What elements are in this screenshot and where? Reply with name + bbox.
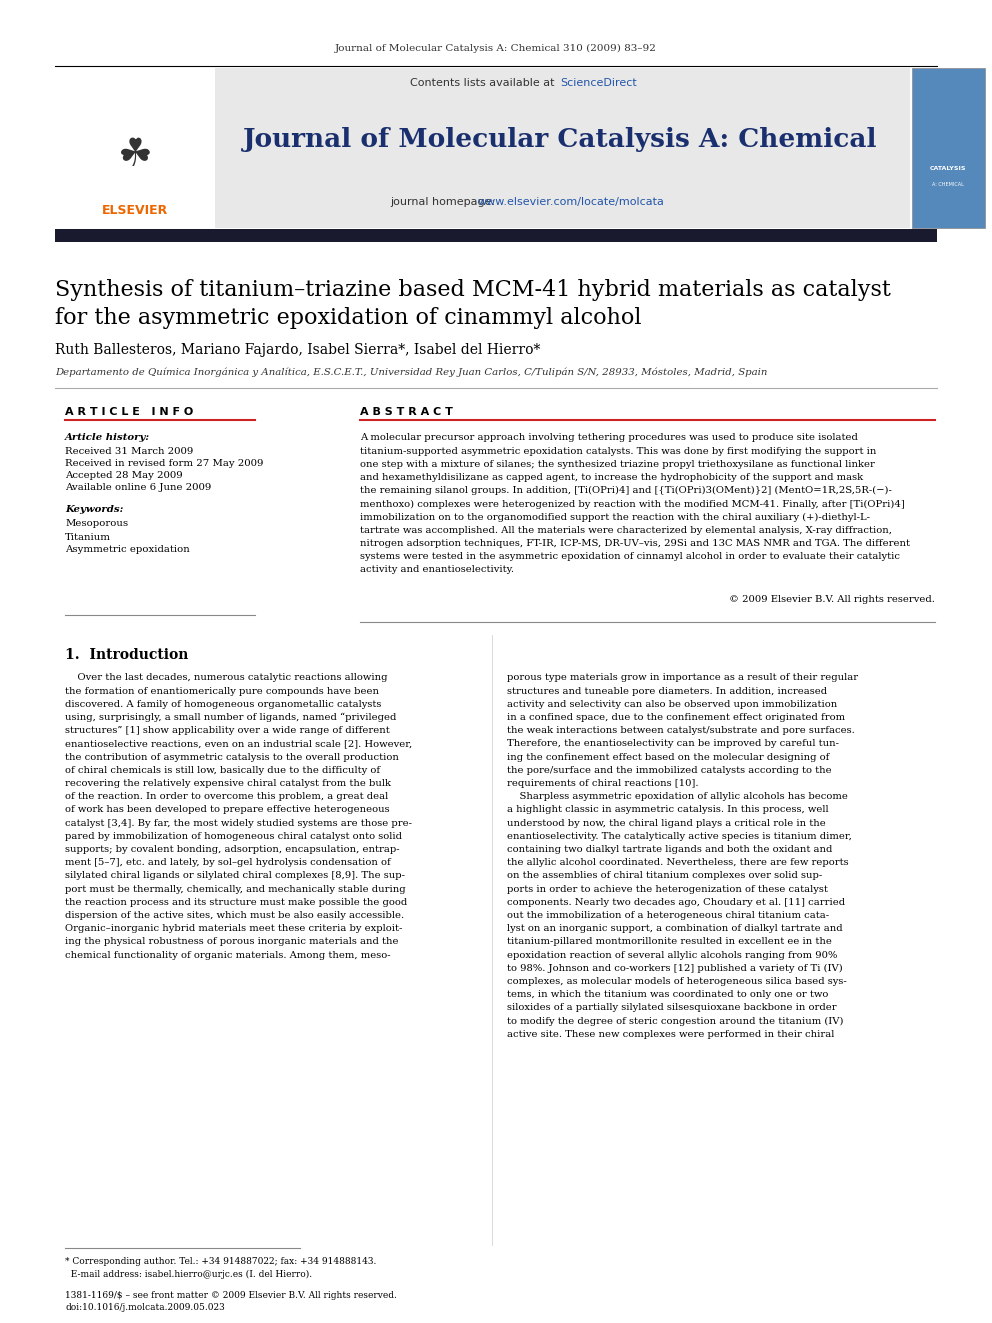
Text: titanium-supported asymmetric epoxidation catalysts. This was done by first modi: titanium-supported asymmetric epoxidatio… [360, 447, 876, 455]
Text: A B S T R A C T: A B S T R A C T [360, 407, 453, 417]
Text: of the reaction. In order to overcome this problem, a great deal: of the reaction. In order to overcome th… [65, 792, 388, 802]
Text: chemical functionality of organic materials. Among them, meso-: chemical functionality of organic materi… [65, 951, 391, 959]
Text: A: CHEMICAL: A: CHEMICAL [932, 183, 964, 188]
Text: Organic–inorganic hybrid materials meet these criteria by exploit-: Organic–inorganic hybrid materials meet … [65, 925, 403, 933]
Text: ing the confinement effect based on the molecular designing of: ing the confinement effect based on the … [507, 753, 829, 762]
Text: ELSEVIER: ELSEVIER [102, 204, 168, 217]
Text: ☘: ☘ [118, 136, 153, 175]
Text: activity and selectivity can also be observed upon immobilization: activity and selectivity can also be obs… [507, 700, 837, 709]
Text: in a confined space, due to the confinement effect originated from: in a confined space, due to the confinem… [507, 713, 845, 722]
Text: enantioselective reactions, even on an industrial scale [2]. However,: enantioselective reactions, even on an i… [65, 740, 413, 749]
Text: the reaction process and its structure must make possible the good: the reaction process and its structure m… [65, 898, 408, 906]
Text: Available online 6 June 2009: Available online 6 June 2009 [65, 483, 211, 492]
Text: silylated chiral ligands or silylated chiral complexes [8,9]. The sup-: silylated chiral ligands or silylated ch… [65, 872, 405, 881]
Text: lyst on an inorganic support, a combination of dialkyl tartrate and: lyst on an inorganic support, a combinat… [507, 925, 842, 933]
Text: discovered. A family of homogeneous organometallic catalysts: discovered. A family of homogeneous orga… [65, 700, 381, 709]
Text: using, surprisingly, a small number of ligands, named “privileged: using, surprisingly, a small number of l… [65, 713, 397, 722]
Bar [912, 67, 985, 228]
Text: Received 31 March 2009: Received 31 March 2009 [65, 447, 193, 456]
Text: on the assemblies of chiral titanium complexes over solid sup-: on the assemblies of chiral titanium com… [507, 872, 822, 881]
Text: ports in order to achieve the heterogenization of these catalyst: ports in order to achieve the heterogeni… [507, 885, 828, 894]
Text: structures” [1] show applicability over a wide range of different: structures” [1] show applicability over … [65, 726, 390, 736]
Text: tartrate was accomplished. All the materials were characterized by elemental ana: tartrate was accomplished. All the mater… [360, 527, 892, 534]
Text: a highlight classic in asymmetric catalysis. In this process, well: a highlight classic in asymmetric cataly… [507, 806, 828, 815]
Text: activity and enantioselectivity.: activity and enantioselectivity. [360, 565, 514, 574]
Text: enantioselectivity. The catalytically active species is titanium dimer,: enantioselectivity. The catalytically ac… [507, 832, 852, 841]
Text: Ruth Ballesteros, Mariano Fajardo, Isabel Sierra*, Isabel del Hierro*: Ruth Ballesteros, Mariano Fajardo, Isabe… [55, 343, 541, 357]
Text: for the asymmetric epoxidation of cinammyl alcohol: for the asymmetric epoxidation of cinamm… [55, 307, 642, 329]
Text: Accepted 28 May 2009: Accepted 28 May 2009 [65, 471, 183, 480]
Text: © 2009 Elsevier B.V. All rights reserved.: © 2009 Elsevier B.V. All rights reserved… [729, 595, 935, 605]
Text: CATALYSIS: CATALYSIS [930, 165, 966, 171]
Text: 1.  Introduction: 1. Introduction [65, 648, 188, 662]
Text: dispersion of the active sites, which must be also easily accessible.: dispersion of the active sites, which mu… [65, 912, 404, 919]
Text: journal homepage:: journal homepage: [390, 197, 499, 206]
Text: Over the last decades, numerous catalytic reactions allowing: Over the last decades, numerous catalyti… [65, 673, 388, 683]
Text: Article history:: Article history: [65, 434, 150, 442]
Text: the remaining silanol groups. In addition, [Ti(OPri)4] and [{Ti(OPri)3(OMent)}2]: the remaining silanol groups. In additio… [360, 487, 892, 495]
Text: of chiral chemicals is still low, basically due to the difficulty of: of chiral chemicals is still low, basica… [65, 766, 380, 775]
Text: menthoxo) complexes were heterogenized by reaction with the modified MCM-41. Fin: menthoxo) complexes were heterogenized b… [360, 500, 905, 508]
Text: of work has been developed to prepare effective heterogeneous: of work has been developed to prepare ef… [65, 806, 390, 815]
Text: nitrogen adsorption techniques, FT-IR, ICP-MS, DR-UV–vis, 29Si and 13C MAS NMR a: nitrogen adsorption techniques, FT-IR, I… [360, 538, 910, 548]
Text: Departamento de Química Inorgánica y Analítica, E.S.C.E.T., Universidad Rey Juan: Departamento de Química Inorgánica y Ana… [55, 368, 768, 377]
Text: structures and tuneable pore diameters. In addition, increased: structures and tuneable pore diameters. … [507, 687, 827, 696]
Text: A R T I C L E   I N F O: A R T I C L E I N F O [65, 407, 193, 417]
Text: ScienceDirect: ScienceDirect [560, 78, 637, 89]
Text: catalyst [3,4]. By far, the most widely studied systems are those pre-: catalyst [3,4]. By far, the most widely … [65, 819, 412, 828]
Text: components. Nearly two decades ago, Choudary et al. [11] carried: components. Nearly two decades ago, Chou… [507, 898, 845, 906]
Text: Therefore, the enantioselectivity can be improved by careful tun-: Therefore, the enantioselectivity can be… [507, 740, 839, 749]
Text: * Corresponding author. Tel.: +34 914887022; fax: +34 914888143.: * Corresponding author. Tel.: +34 914887… [65, 1257, 376, 1266]
Text: titanium-pillared montmorillonite resulted in excellent ee in the: titanium-pillared montmorillonite result… [507, 938, 832, 946]
Text: requirements of chiral reactions [10].: requirements of chiral reactions [10]. [507, 779, 698, 789]
Text: Received in revised form 27 May 2009: Received in revised form 27 May 2009 [65, 459, 263, 468]
Text: ment [5–7], etc. and lately, by sol–gel hydrolysis condensation of: ment [5–7], etc. and lately, by sol–gel … [65, 859, 391, 868]
Text: Journal of Molecular Catalysis A: Chemical: Journal of Molecular Catalysis A: Chemic… [243, 127, 877, 152]
Text: one step with a mixture of silanes; the synthesized triazine propyl triethoxysil: one step with a mixture of silanes; the … [360, 460, 875, 468]
Text: complexes, as molecular models of heterogeneous silica based sys-: complexes, as molecular models of hetero… [507, 978, 847, 986]
Text: containing two dialkyl tartrate ligands and both the oxidant and: containing two dialkyl tartrate ligands … [507, 845, 832, 855]
Text: active site. These new complexes were performed in their chiral: active site. These new complexes were pe… [507, 1029, 834, 1039]
Text: siloxides of a partially silylated silsesquioxane backbone in order: siloxides of a partially silylated silse… [507, 1004, 836, 1012]
Text: supports; by covalent bonding, adsorption, encapsulation, entrap-: supports; by covalent bonding, adsorptio… [65, 845, 400, 855]
Text: the pore/surface and the immobilized catalysts according to the: the pore/surface and the immobilized cat… [507, 766, 831, 775]
Text: E-mail address: isabel.hierro@urjc.es (I. del Hierro).: E-mail address: isabel.hierro@urjc.es (I… [65, 1270, 312, 1278]
Text: Titanium: Titanium [65, 532, 111, 541]
Text: Journal of Molecular Catalysis A: Chemical 310 (2009) 83–92: Journal of Molecular Catalysis A: Chemic… [335, 44, 657, 53]
Bar [55, 229, 937, 242]
Text: pared by immobilization of homogeneous chiral catalyst onto solid: pared by immobilization of homogeneous c… [65, 832, 402, 841]
Text: out the immobilization of a heterogeneous chiral titanium cata-: out the immobilization of a heterogeneou… [507, 912, 829, 919]
Text: to 98%. Johnson and co-workers [12] published a variety of Ti (IV): to 98%. Johnson and co-workers [12] publ… [507, 964, 843, 972]
Text: ing the physical robustness of porous inorganic materials and the: ing the physical robustness of porous in… [65, 938, 399, 946]
Text: doi:10.1016/j.molcata.2009.05.023: doi:10.1016/j.molcata.2009.05.023 [65, 1303, 225, 1312]
Text: porous type materials grow in importance as a result of their regular: porous type materials grow in importance… [507, 673, 858, 683]
Text: the formation of enantiomerically pure compounds have been: the formation of enantiomerically pure c… [65, 687, 379, 696]
Text: systems were tested in the asymmetric epoxidation of cinnamyl alcohol in order t: systems were tested in the asymmetric ep… [360, 552, 900, 561]
Text: understood by now, the chiral ligand plays a critical role in the: understood by now, the chiral ligand pla… [507, 819, 825, 828]
Text: epoxidation reaction of several allylic alcohols ranging from 90%: epoxidation reaction of several allylic … [507, 951, 837, 959]
Text: port must be thermally, chemically, and mechanically stable during: port must be thermally, chemically, and … [65, 885, 406, 894]
Text: recovering the relatively expensive chiral catalyst from the bulk: recovering the relatively expensive chir… [65, 779, 391, 789]
Text: Sharpless asymmetric epoxidation of allylic alcohols has become: Sharpless asymmetric epoxidation of ally… [507, 792, 848, 802]
Text: the contribution of asymmetric catalysis to the overall production: the contribution of asymmetric catalysis… [65, 753, 399, 762]
Text: the allylic alcohol coordinated. Nevertheless, there are few reports: the allylic alcohol coordinated. Neverth… [507, 859, 848, 868]
Text: Synthesis of titanium–triazine based MCM-41 hybrid materials as catalyst: Synthesis of titanium–triazine based MCM… [55, 279, 891, 302]
Text: www.elsevier.com/locate/molcata: www.elsevier.com/locate/molcata [478, 197, 665, 206]
Text: Mesoporous: Mesoporous [65, 520, 128, 528]
Text: A molecular precursor approach involving tethering procedures was used to produc: A molecular precursor approach involving… [360, 434, 858, 442]
Text: Asymmetric epoxidation: Asymmetric epoxidation [65, 545, 189, 554]
Text: Contents lists available at: Contents lists available at [410, 78, 558, 89]
Bar [55, 67, 215, 228]
Text: and hexamethyldisilizane as capped agent, to increase the hydrophobicity of the : and hexamethyldisilizane as capped agent… [360, 474, 863, 482]
Text: to modify the degree of steric congestion around the titanium (IV): to modify the degree of steric congestio… [507, 1016, 843, 1025]
Text: the weak interactions between catalyst/substrate and pore surfaces.: the weak interactions between catalyst/s… [507, 726, 855, 736]
Bar [215, 67, 910, 228]
Text: tems, in which the titanium was coordinated to only one or two: tems, in which the titanium was coordina… [507, 991, 828, 999]
Text: 1381-1169/$ – see front matter © 2009 Elsevier B.V. All rights reserved.: 1381-1169/$ – see front matter © 2009 El… [65, 1290, 397, 1299]
Text: Keywords:: Keywords: [65, 505, 123, 515]
Text: immobilization on to the organomodified support the reaction with the chiral aux: immobilization on to the organomodified … [360, 512, 870, 521]
